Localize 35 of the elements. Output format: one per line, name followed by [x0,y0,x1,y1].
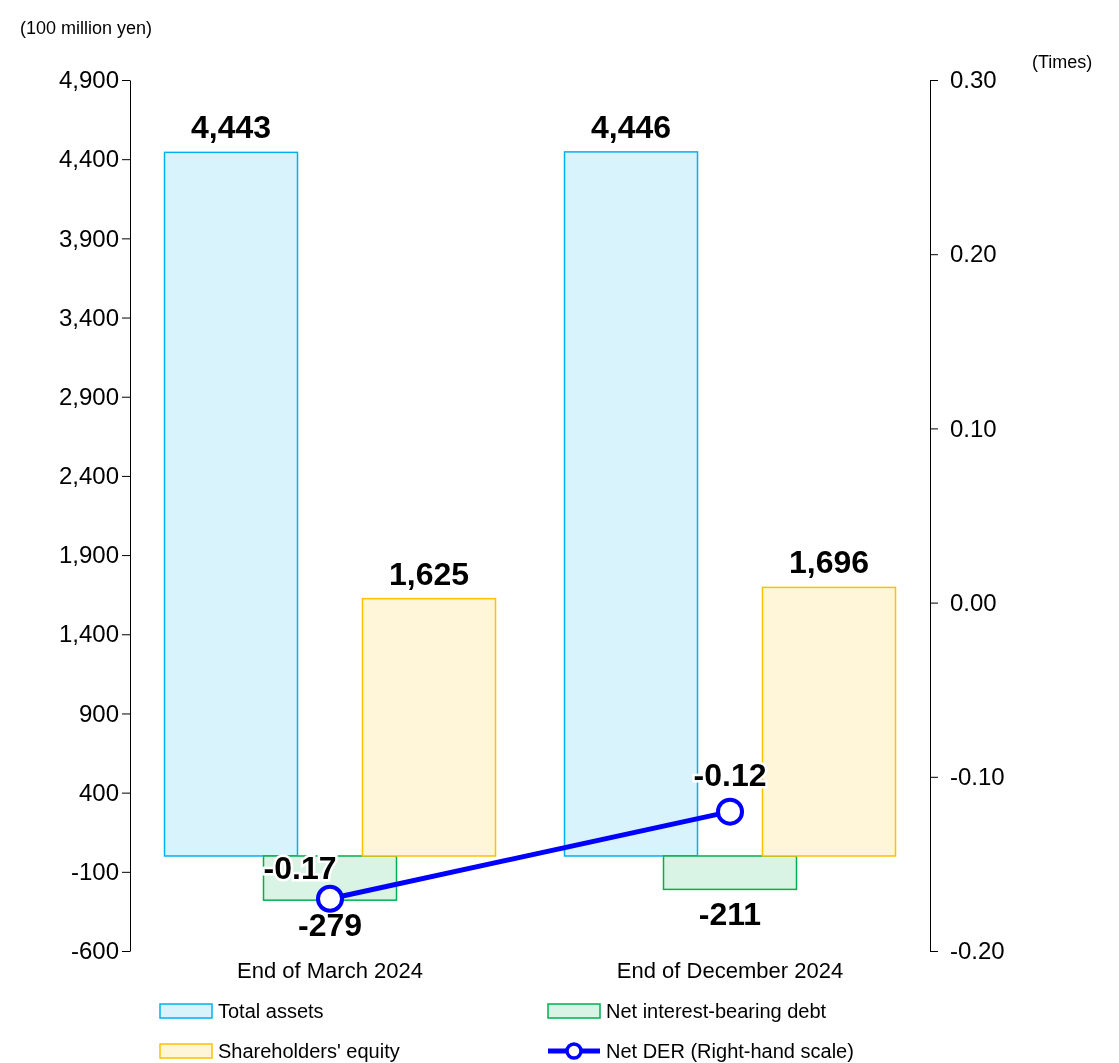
y-tick-label: 1,900 [58,541,119,569]
y-tick-label: 2,900 [58,382,119,410]
legend-label: Total assets [218,1000,324,1022]
x-tick-label: End of December 2024 [616,958,844,983]
y-tick-label: 1,400 [58,620,119,648]
text: 4,446 [590,108,672,145]
text: 4,443 [190,109,272,146]
y-tick-label: 3,900 [58,224,119,252]
bar [163,151,299,857]
x-tick-label: End of March 2024 [237,958,423,983]
y2-tick-label: 0.10 [950,414,997,442]
y2-tick-label: 0.30 [950,66,997,94]
y-tick-label: 4,400 [58,145,119,173]
text: -211 [698,896,762,933]
text: 1,696 [788,544,870,581]
y-tick-label: -100 [70,858,119,885]
y-tick-label: 3,400 [58,303,119,331]
y2-tick-label: 0.20 [950,240,997,268]
legend-label: Net interest-bearing debt [606,1000,827,1022]
text: -0.17 [263,849,337,886]
legend-label: Net DER (Right-hand scale) [606,1040,854,1062]
y2-tick-label: -0.10 [950,762,1005,790]
y-tick-label: 4,900 [58,66,119,94]
y-tick-label: 400 [78,778,119,806]
bar [662,855,798,891]
text: 1,625 [388,555,470,592]
y-tick-label: 2,400 [58,462,119,490]
text: -279 [297,907,363,944]
y-axis-title: (100 million yen) [20,18,153,38]
y2-tick-label: -0.20 [950,937,1005,965]
y2-tick-label: 0.00 [950,588,997,616]
y-tick-label: 900 [78,699,119,727]
y2-axis-title: (Times) [1032,52,1093,72]
legend-label: Shareholders' equity [218,1040,400,1062]
y-tick-label: -600 [70,937,119,965]
